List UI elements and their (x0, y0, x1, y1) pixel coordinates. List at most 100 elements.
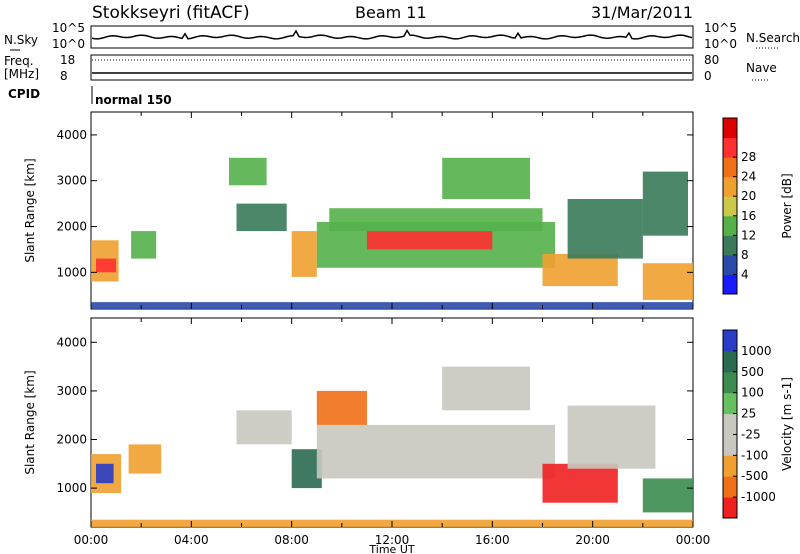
power-panel-colorbar-tick-label: 12 (741, 228, 756, 242)
nsearch-top-tick: 10^5 (704, 21, 737, 35)
power-panel-echo-region (291, 231, 317, 277)
velocity-panel-colorbar-tick-label: -1000 (741, 490, 776, 504)
nave-label: Nave (746, 61, 777, 75)
velocity-panel-echo-region (542, 463, 618, 503)
date-label: 31/Mar/2011 (591, 3, 693, 22)
power-panel-echo-region (131, 231, 157, 259)
nsky-bottom-tick: 10^0 (52, 37, 85, 51)
velocity-panel-colorbar-frame (722, 329, 738, 519)
velocity-panel-xtick-label: 16:00 (475, 533, 510, 547)
velocity-panel-colorbar-band (723, 330, 737, 352)
velocity-panel-colorbar-tick-label: -100 (741, 448, 768, 462)
velocity-panel-xtick-label: 12:00 (375, 533, 410, 547)
velocity-panel-colorbar-tick-label: 25 (741, 407, 756, 421)
nsky-top-tick: 10^5 (52, 21, 85, 35)
velocity-panel-colorbar-tick-label: -25 (741, 427, 761, 441)
freq-bottom-tick: 8 (60, 69, 68, 83)
power-panel-echo-region (366, 231, 493, 250)
velocity-panel-xlabel: Time UT (368, 543, 414, 554)
freq-top-tick: 18 (60, 53, 75, 67)
velocity-panel-echo-region (291, 449, 322, 489)
velocity-panel-ytick-label: 2000 (56, 433, 87, 447)
power-panel-colorbar-band (723, 196, 737, 217)
velocity-panel-ytick-label: 1000 (56, 481, 87, 495)
velocity-panel-colorbar-band (723, 497, 737, 519)
power-panel-colorbar-band (723, 118, 737, 139)
power-panel-echo-region (229, 157, 267, 186)
velocity-panel-xtick-label: 04:00 (174, 533, 209, 547)
power-panel-colorbar-band (723, 176, 737, 197)
velocity-panel-colorbar-label: Velocity [m s-1] (780, 377, 794, 471)
cpid-label: CPID (8, 87, 40, 101)
nsearch-bottom-tick: 10^0 (704, 37, 737, 51)
freq-label: Freq. (4, 54, 34, 68)
velocity-panel-ylabel: Slant Range [km] (23, 370, 37, 474)
velocity-panel-colorbar-tick-label: -500 (741, 469, 768, 483)
nsearch-label: N.Search (746, 31, 800, 45)
power-panel-colorbar-frame (722, 117, 738, 295)
velocity-panel-colorbar-tick-label: 500 (741, 365, 764, 379)
velocity-panel-colorbar-tick-label: 100 (741, 386, 764, 400)
velocity-panel-echo-region (316, 424, 556, 479)
power-panel-colorbar-tick-label: 24 (741, 170, 756, 184)
power-panel-echo-region (567, 199, 643, 259)
velocity-panel-colorbar-band (723, 413, 737, 435)
velocity-panel-echo-region (316, 390, 367, 425)
power-panel-echo-region (236, 203, 287, 232)
velocity-panel-echo-region (442, 366, 530, 411)
power-panel-ytick-label: 3000 (56, 174, 87, 188)
velocity-panel-colorbar-band (723, 350, 737, 373)
velocity-panel-xtick-label: 00:00 (74, 533, 109, 547)
power-panel-colorbar-band (723, 157, 737, 178)
velocity-panel-echo-region (236, 410, 292, 445)
velocity-panel-colorbar-band (723, 371, 737, 394)
velocity-panel-ytick-label: 3000 (56, 384, 87, 398)
freq-strip-frame (90, 54, 694, 81)
freq-unit-label: [MHz] (4, 67, 39, 81)
power-panel-echo-region (642, 171, 688, 236)
power-panel-colorbar-tick-label: 8 (741, 248, 749, 262)
power-panel-colorbar-band (723, 215, 737, 236)
beam-label: Beam 11 (355, 3, 427, 22)
power-panel-echo-region (442, 157, 530, 199)
nave-top-tick: 80 (704, 53, 719, 67)
power-panel-ytick-label: 1000 (56, 265, 87, 279)
nsky-trace (91, 29, 693, 40)
nsky-strip-frame (90, 25, 694, 49)
nave-bottom-tick: 0 (704, 69, 712, 83)
power-panel-echo-region (329, 208, 543, 232)
power-panel-ytick-label: 2000 (56, 220, 87, 234)
power-panel-colorbar-band (723, 254, 737, 275)
power-panel-echo-region (542, 254, 618, 287)
velocity-panel-colorbar-band (723, 476, 737, 498)
panels-group: 1000 2000 3000 4000 Slant Range [km] 4 8 12 16 20… (23, 111, 794, 554)
power-panel-ytick-label: 4000 (56, 128, 87, 142)
station-title: Stokkseyri (fitACF) (92, 3, 250, 23)
power-panel-colorbar-band (723, 274, 737, 295)
power-panel-ylabel: Slant Range [km] (23, 158, 37, 262)
velocity-panel-xtick-label: 20:00 (575, 533, 610, 547)
power-panel-colorbar-band (723, 235, 737, 256)
power-panel-colorbar-tick-label: 28 (741, 150, 756, 164)
power-panel-echo-region (96, 258, 117, 273)
velocity-panel-ytick-label: 4000 (56, 335, 87, 349)
velocity-panel-echo-region (96, 463, 114, 484)
velocity-panel-xtick-label: 08:00 (274, 533, 309, 547)
power-panel-echo-region (642, 263, 693, 300)
power-panel-colorbar-tick-label: 16 (741, 209, 756, 223)
velocity-panel-colorbar-tick-label: 1000 (741, 344, 772, 358)
power-panel-colorbar-band (723, 137, 737, 158)
velocity-panel-echo-region (567, 405, 656, 469)
velocity-panel-xtick-label: 00:00 (676, 533, 711, 547)
power-panel-colorbar-tick-label: 4 (741, 267, 749, 281)
power-panel-colorbar-tick-label: 20 (741, 189, 756, 203)
nsky-label: N.Sky (4, 33, 38, 47)
velocity-panel-echo-region (642, 478, 693, 513)
velocity-panel-colorbar-band (723, 455, 737, 477)
power-panel-colorbar-label: Power [dB] (780, 173, 794, 238)
velocity-panel-colorbar-band (723, 434, 737, 456)
velocity-panel-colorbar-band (723, 392, 737, 415)
cpid-value: normal 150 (95, 93, 172, 107)
velocity-panel-echo-region (128, 444, 162, 474)
